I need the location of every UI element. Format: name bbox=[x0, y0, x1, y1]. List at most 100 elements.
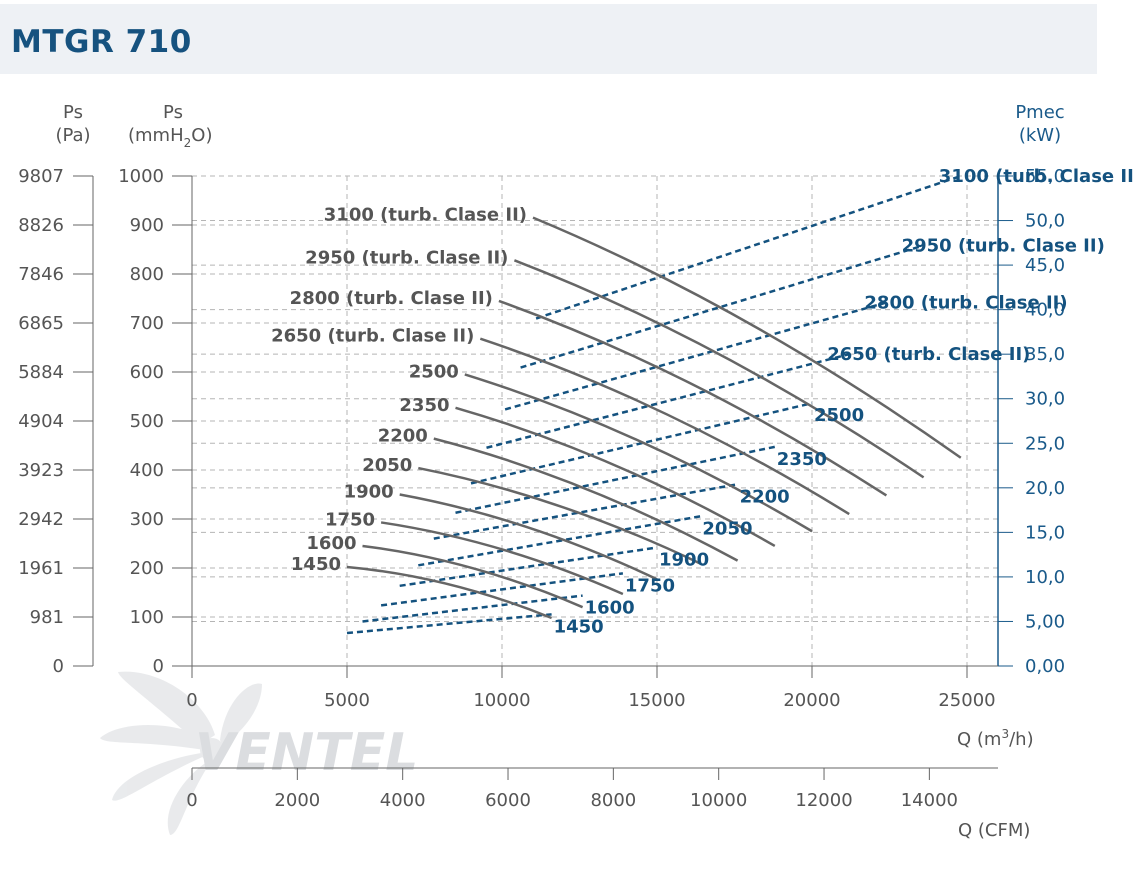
power-curve-2650 bbox=[486, 352, 850, 449]
mm-axis-unit: (mmH2O) bbox=[128, 125, 212, 150]
power-curve-label: 1750 bbox=[625, 575, 675, 596]
power-curve-label: 2650 (turb. Clase II) bbox=[827, 344, 1030, 365]
power-curve-3100 bbox=[535, 174, 962, 320]
cfm-tick-label: 0 bbox=[186, 790, 197, 811]
q-tick-label: 10000 bbox=[473, 690, 530, 711]
pressure-curve-2050 bbox=[418, 466, 701, 565]
axes: 9807 8826 7846 6865 5884 4904 3923 2942 1961 981 0… bbox=[18, 166, 1065, 811]
pressure-curve-label: 1900 bbox=[344, 482, 394, 503]
mm-tick-label: 400 bbox=[130, 460, 164, 481]
power-curve-2800 bbox=[504, 301, 887, 411]
pa-tick-label: 7846 bbox=[18, 264, 64, 285]
kw-tick-label: 25,0 bbox=[1025, 433, 1065, 454]
kw-tick-label: 50,0 bbox=[1025, 211, 1065, 232]
power-curve-label: 1600 bbox=[585, 598, 635, 619]
pressure-curve-2500 bbox=[464, 373, 813, 533]
power-curve-label: 2350 bbox=[777, 449, 827, 470]
power-curve-2350 bbox=[455, 445, 776, 514]
mm-tick-label: 600 bbox=[130, 362, 164, 383]
mm-tick-label: 800 bbox=[130, 264, 164, 285]
kw-tick-label: 0,00 bbox=[1025, 656, 1065, 677]
pressure-curve-2650 bbox=[479, 337, 850, 516]
logo-text: VENTEL bbox=[195, 723, 418, 783]
q-tick-label: 5000 bbox=[324, 690, 370, 711]
power-curve-label: 2950 (turb. Clase II) bbox=[902, 235, 1105, 256]
power-curve-2950 bbox=[520, 244, 924, 369]
kw-tick-label: 30,0 bbox=[1025, 389, 1065, 410]
pressure-curve-label: 2500 bbox=[409, 361, 459, 382]
pressure-curve-2950 bbox=[513, 259, 925, 479]
pressure-curve-label: 2800 (turb. Clase II) bbox=[290, 288, 493, 309]
power-curve-2050 bbox=[418, 515, 701, 567]
kw-axis-title: Pmec bbox=[1015, 102, 1064, 123]
power-curve-label: 1450 bbox=[554, 616, 604, 637]
mm-tick-label: 200 bbox=[130, 558, 164, 579]
power-curve-1600 bbox=[362, 594, 583, 623]
pa-tick-label: 3923 bbox=[18, 460, 64, 481]
kw-tick-label: 10,0 bbox=[1025, 567, 1065, 588]
pressure-curve-label: 1600 bbox=[306, 533, 356, 554]
pressure-curve-label: 1450 bbox=[291, 554, 341, 575]
pressure-curve-2800 bbox=[498, 299, 888, 497]
mm-tick-label: 900 bbox=[130, 215, 164, 236]
pressure-curve-1450 bbox=[346, 565, 553, 620]
cfm-tick-label: 8000 bbox=[590, 790, 636, 811]
mm-tick-label: 0 bbox=[153, 656, 164, 677]
pa-axis-title: Ps bbox=[63, 102, 83, 123]
power-curve-1450 bbox=[346, 613, 552, 635]
cfm-tick-label: 12000 bbox=[795, 790, 852, 811]
kw-tick-label: 55,0 bbox=[1025, 166, 1065, 187]
q-tick-label: 15000 bbox=[628, 690, 685, 711]
q-axis-label: Q (m3/h) bbox=[957, 727, 1034, 750]
chart-title: MTGR 710 bbox=[11, 24, 192, 60]
pressure-curve-label: 2050 bbox=[362, 455, 412, 476]
mm-tick-label: 500 bbox=[130, 411, 164, 432]
pressure-curve-1600 bbox=[362, 544, 584, 609]
mm-tick-label: 100 bbox=[130, 607, 164, 628]
pressure-curve-label: 2200 bbox=[378, 426, 428, 447]
power-curve-label: 2500 bbox=[814, 405, 864, 426]
pressure-curve-label: 2350 bbox=[399, 395, 449, 416]
kw-tick-label: 40,0 bbox=[1025, 300, 1065, 321]
mm-tick-label: 300 bbox=[130, 509, 164, 530]
mm-tick-label: 1000 bbox=[118, 166, 164, 187]
pa-tick-label: 1961 bbox=[18, 558, 64, 579]
power-curve-label: 1900 bbox=[659, 550, 709, 571]
cfm-tick-label: 6000 bbox=[485, 790, 531, 811]
kw-tick-label: 35,0 bbox=[1025, 344, 1065, 365]
ventel-logo-watermark: VENTEL bbox=[100, 671, 418, 835]
pressure-curve-label: 1750 bbox=[325, 509, 375, 530]
q-tick-label: 20000 bbox=[783, 690, 840, 711]
pressure-curve-1750 bbox=[380, 521, 624, 596]
pressure-curve-label: 2950 (turb. Clase II) bbox=[305, 247, 508, 268]
cfm-axis-label: Q (CFM) bbox=[958, 820, 1030, 841]
q-tick-label: 0 bbox=[186, 690, 197, 711]
pa-tick-label: 5884 bbox=[18, 362, 64, 383]
cfm-tick-label: 2000 bbox=[274, 790, 320, 811]
power-curve-1750 bbox=[380, 572, 624, 607]
power-curve-label: 2200 bbox=[740, 486, 790, 507]
mm-tick-label: 700 bbox=[130, 313, 164, 334]
cfm-tick-label: 4000 bbox=[380, 790, 426, 811]
pa-tick-label: 2942 bbox=[18, 509, 64, 530]
pressure-curves bbox=[346, 216, 962, 620]
kw-tick-label: 5,00 bbox=[1025, 611, 1065, 632]
pa-axis-unit: (Pa) bbox=[55, 125, 90, 146]
pa-tick-label: 4904 bbox=[18, 411, 64, 432]
kw-tick-label: 15,0 bbox=[1025, 522, 1065, 543]
pa-tick-label: 981 bbox=[30, 607, 64, 628]
pressure-curve-label: 2650 (turb. Clase II) bbox=[271, 326, 474, 347]
grid bbox=[192, 175, 998, 666]
pressure-curve-1900 bbox=[399, 493, 658, 581]
pa-tick-label: 9807 bbox=[18, 166, 64, 187]
pa-tick-label: 0 bbox=[53, 656, 64, 677]
mm-axis-title: Ps bbox=[163, 102, 183, 123]
kw-tick-label: 45,0 bbox=[1025, 255, 1065, 276]
pa-tick-label: 6865 bbox=[18, 313, 64, 334]
kw-axis-unit: (kW) bbox=[1019, 125, 1061, 146]
power-curve-label: 2050 bbox=[702, 518, 752, 539]
pressure-curve-2200 bbox=[433, 437, 739, 562]
power-curve-label: 2800 (turb. Clase II) bbox=[864, 293, 1067, 314]
cfm-tick-label: 10000 bbox=[690, 790, 747, 811]
